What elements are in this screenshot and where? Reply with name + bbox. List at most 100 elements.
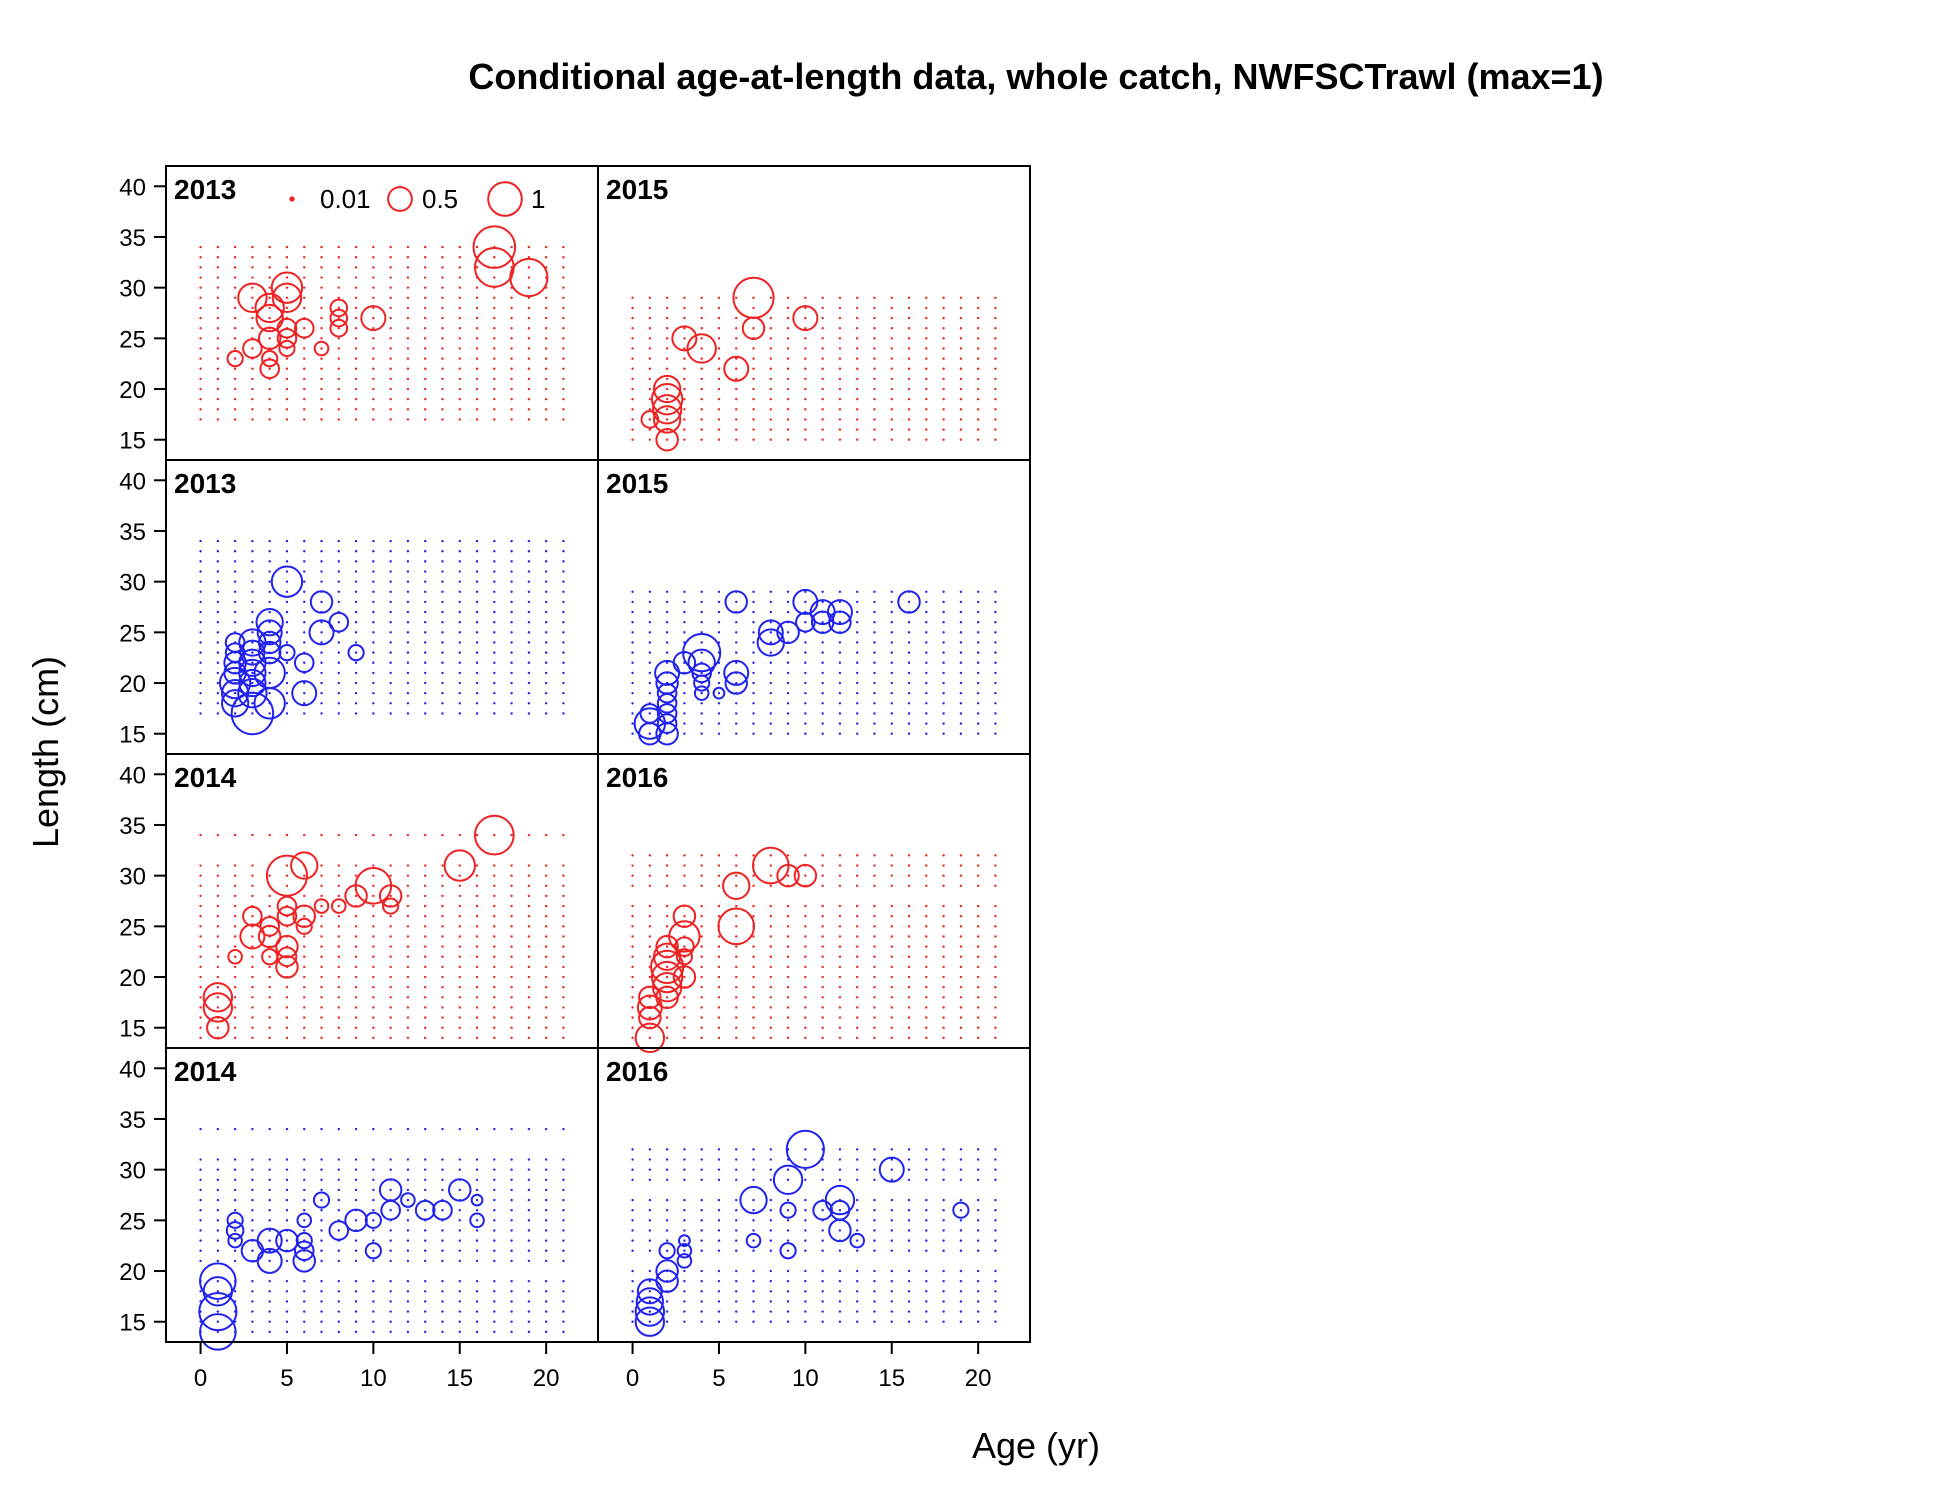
- grid-dot: [320, 1239, 323, 1242]
- grid-dot: [959, 854, 963, 857]
- grid-dot: [268, 316, 271, 320]
- grid-dot: [786, 357, 790, 360]
- grid-dot: [354, 357, 358, 360]
- grid-dot: [838, 884, 842, 887]
- grid-dot: [320, 975, 323, 979]
- grid-dot: [562, 1036, 565, 1040]
- grid-dot: [320, 631, 323, 634]
- grid-dot: [925, 864, 928, 867]
- grid-dot: [354, 975, 358, 979]
- grid-dot: [717, 1036, 721, 1040]
- grid-dot: [631, 1148, 634, 1151]
- grid-dot: [354, 266, 358, 269]
- grid-dot: [700, 712, 703, 715]
- grid-dot: [424, 256, 427, 259]
- grid-dot: [717, 357, 721, 360]
- data-point: [313, 340, 330, 357]
- grid-dot: [994, 641, 997, 644]
- grid-dot: [493, 1168, 496, 1171]
- grid-dot: [475, 570, 479, 573]
- grid-dot: [631, 347, 634, 350]
- grid-dot: [804, 1168, 807, 1171]
- grid-dot: [838, 904, 842, 908]
- grid-dot: [441, 935, 444, 938]
- grid-dot: [458, 1127, 461, 1131]
- grid-dot: [665, 1178, 669, 1181]
- grid-dot: [458, 985, 461, 989]
- grid-dot: [441, 286, 444, 289]
- grid-dot: [493, 833, 496, 837]
- grid-dot: [648, 1290, 652, 1293]
- grid-dot: [942, 874, 945, 877]
- grid-dot: [354, 1279, 358, 1283]
- grid-dot: [372, 945, 375, 948]
- grid-dot: [665, 661, 669, 664]
- grid-dot: [233, 550, 237, 553]
- grid-dot: [683, 1158, 686, 1161]
- grid-dot: [786, 691, 790, 695]
- data-point: [779, 1242, 797, 1260]
- grid-dot: [303, 408, 306, 411]
- grid-dot: [752, 975, 755, 979]
- grid-dot: [873, 377, 876, 381]
- grid-dot: [976, 854, 980, 857]
- grid-dot: [976, 1229, 980, 1232]
- grid-dot: [976, 1198, 980, 1202]
- grid-dot: [337, 864, 340, 867]
- grid-dot: [406, 681, 410, 685]
- grid-dot: [251, 884, 254, 887]
- grid-dot: [648, 854, 652, 857]
- grid-dot: [631, 1249, 634, 1252]
- grid-dot: [544, 1330, 548, 1334]
- grid-dot: [959, 1016, 963, 1019]
- grid-dot: [873, 884, 876, 887]
- grid-dot: [510, 661, 513, 664]
- grid-dot: [510, 296, 513, 299]
- grid-dot: [372, 1036, 375, 1040]
- grid-dot: [562, 1320, 565, 1323]
- grid-dot: [735, 1219, 738, 1222]
- grid-dot: [648, 347, 652, 350]
- data-point: [723, 659, 750, 686]
- grid-dot: [994, 925, 997, 928]
- grid-dot: [873, 397, 876, 401]
- grid-dot: [735, 621, 738, 624]
- grid-dot: [441, 397, 444, 401]
- grid-dot: [994, 428, 997, 431]
- grid-dot: [907, 418, 911, 421]
- grid-dot: [700, 1198, 703, 1202]
- grid-dot: [216, 621, 220, 624]
- grid-dot: [873, 1239, 876, 1242]
- grid-dot: [320, 864, 323, 867]
- legend-marker: [289, 196, 295, 202]
- grid-dot: [406, 651, 410, 654]
- grid-dot: [406, 965, 410, 969]
- grid-dot: [959, 681, 963, 685]
- grid-dot: [942, 996, 945, 999]
- grid-dot: [493, 387, 496, 391]
- grid-dot: [562, 864, 565, 867]
- grid-dot: [942, 1320, 945, 1323]
- grid-dot: [786, 945, 790, 948]
- grid-dot: [804, 975, 807, 979]
- grid-dot: [424, 833, 427, 837]
- grid-dot: [838, 408, 842, 411]
- grid-dot: [907, 702, 911, 705]
- grid-dot: [976, 1320, 980, 1323]
- grid-dot: [752, 985, 755, 989]
- grid-dot: [216, 1320, 220, 1323]
- grid-dot: [648, 387, 652, 391]
- grid-dot: [562, 1026, 565, 1029]
- grid-dot: [665, 621, 669, 624]
- grid-dot: [458, 955, 461, 958]
- grid-dot: [527, 1229, 531, 1232]
- grid-dot: [372, 1026, 375, 1029]
- grid-dot: [890, 1219, 893, 1222]
- grid-dot: [268, 245, 271, 249]
- grid-dot: [873, 408, 876, 411]
- grid-dot: [285, 874, 289, 877]
- data-point: [674, 936, 695, 957]
- grid-dot: [493, 671, 496, 675]
- grid-dot: [527, 894, 531, 898]
- grid-dot: [303, 1188, 306, 1192]
